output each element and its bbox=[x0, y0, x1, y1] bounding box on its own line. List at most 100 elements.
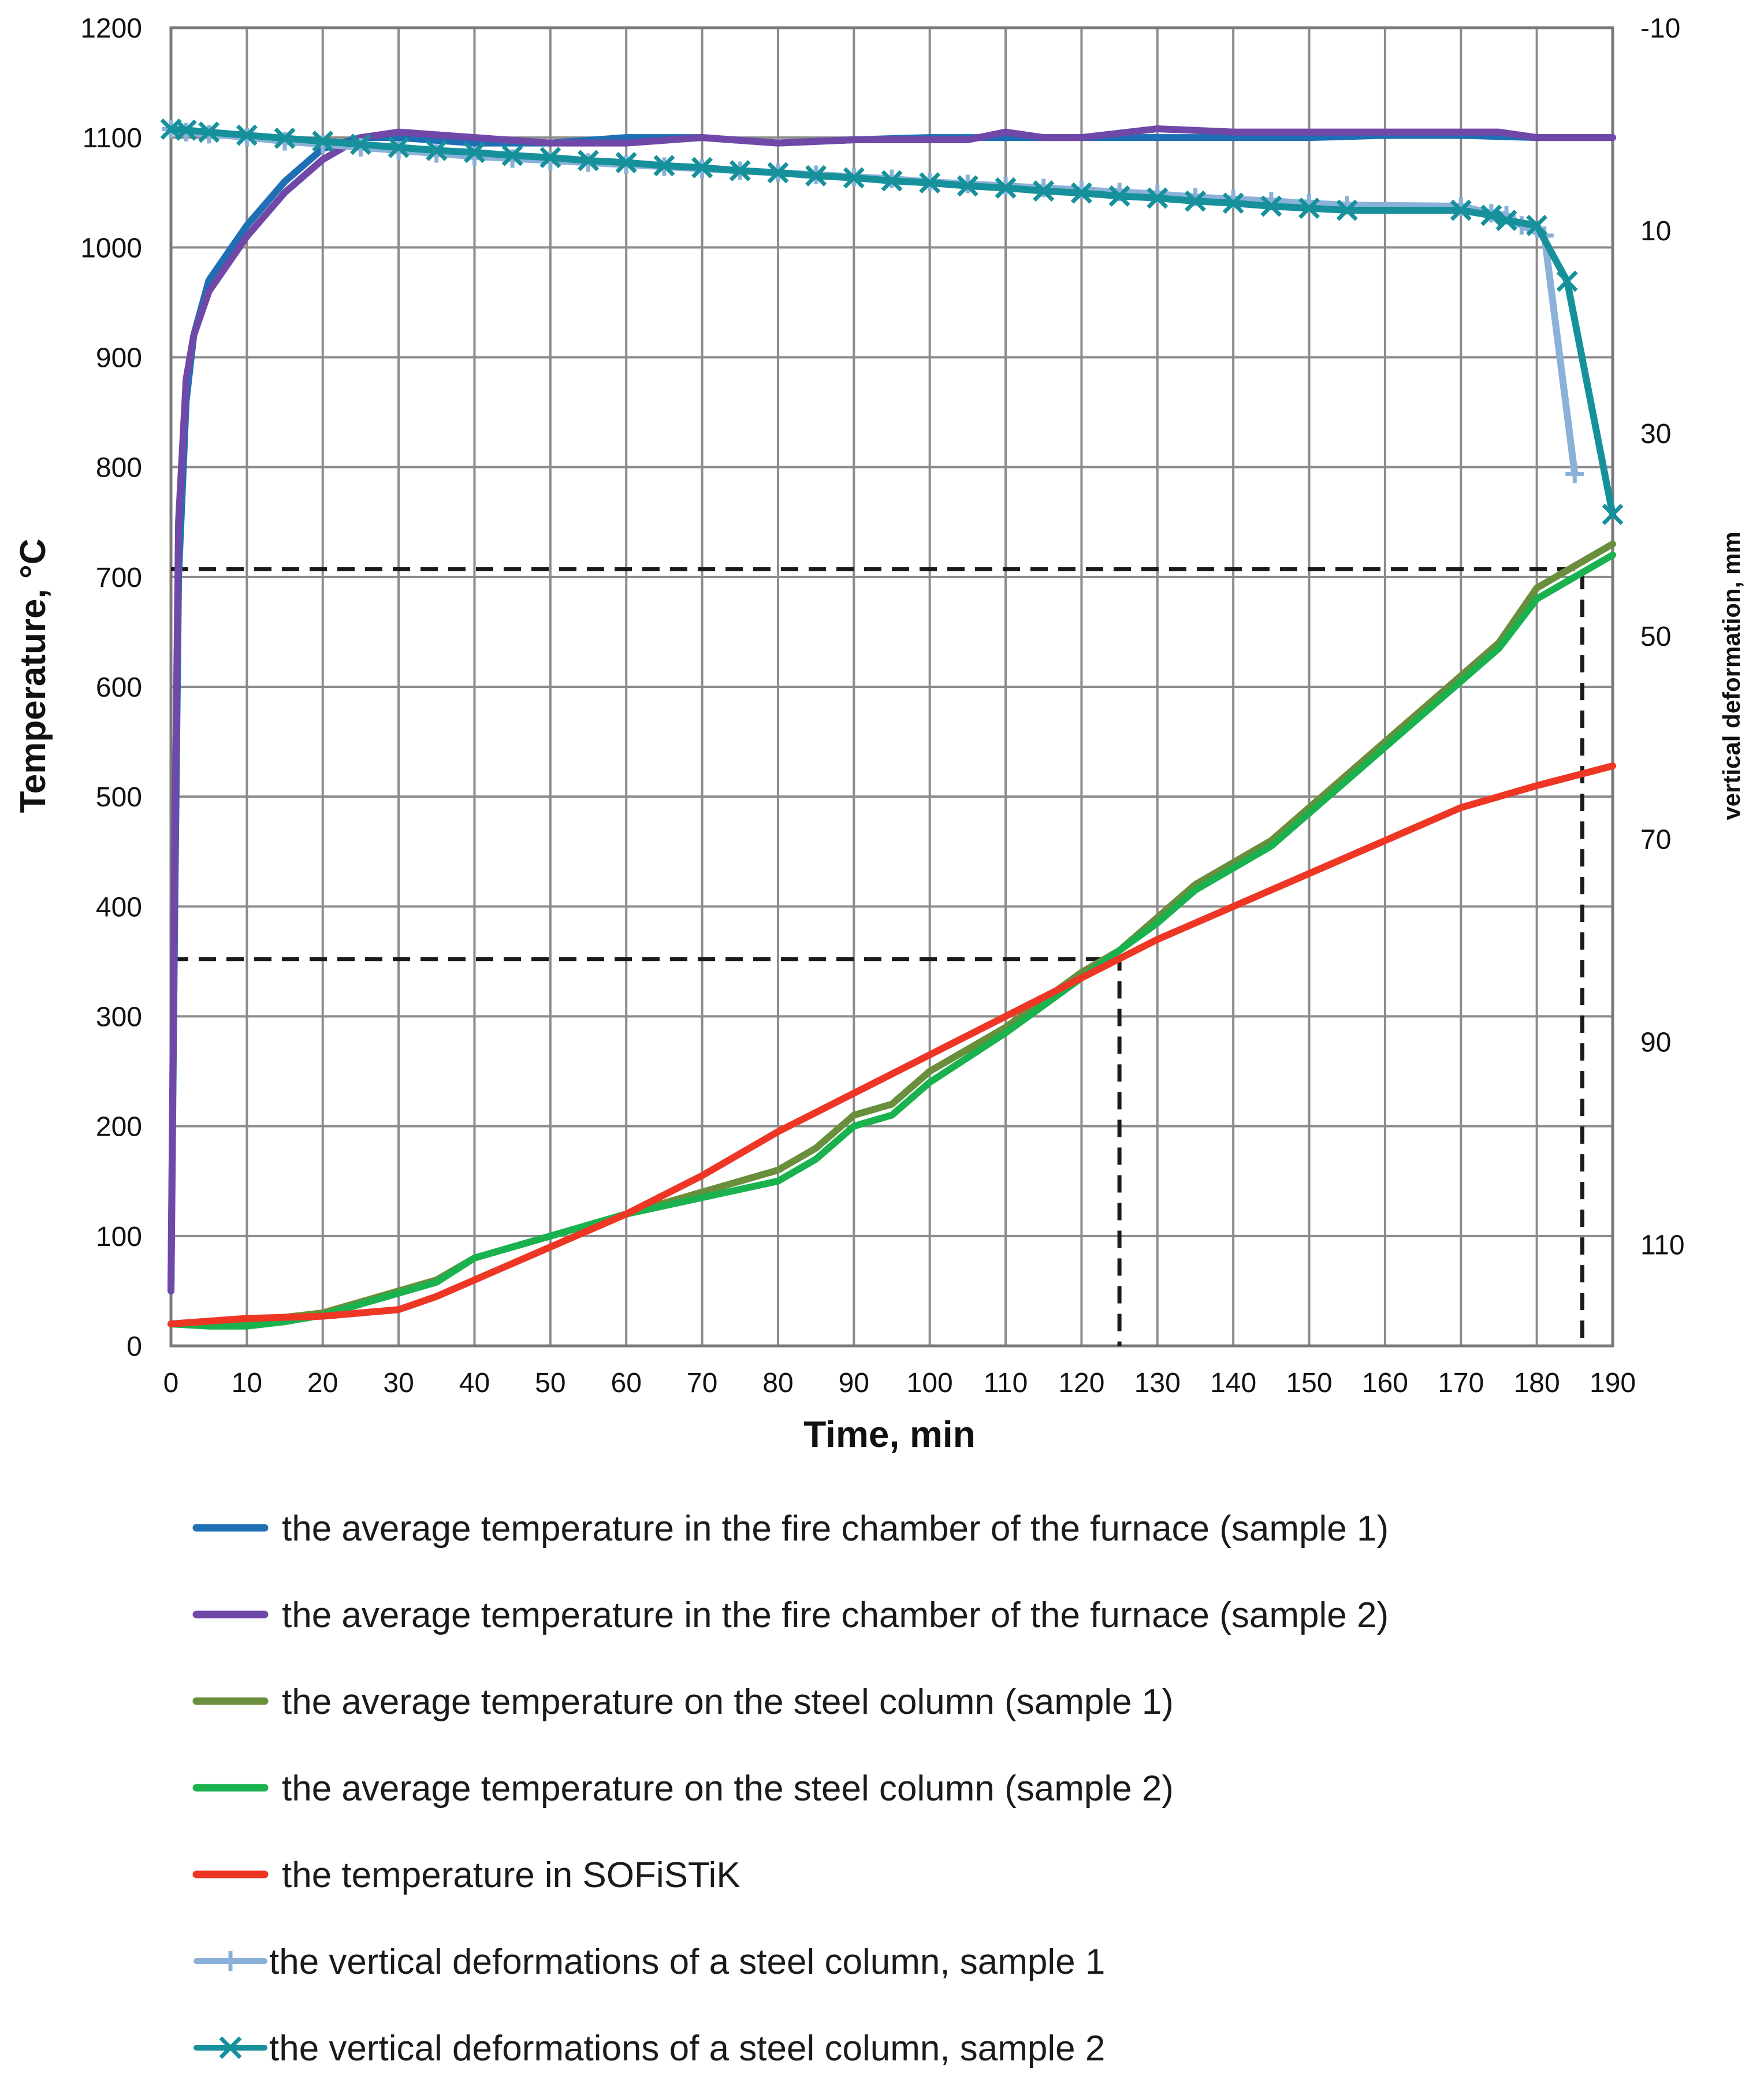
data-point-plus-marker bbox=[221, 1951, 240, 1971]
y2-tick-label: 10 bbox=[1640, 216, 1671, 247]
data-point-x-marker bbox=[957, 175, 978, 197]
x-tick-label: 180 bbox=[1514, 1368, 1560, 1398]
x-tick-label: 120 bbox=[1058, 1368, 1104, 1398]
data-point-x-marker bbox=[1336, 199, 1358, 221]
legend-label: the average temperature on the steel col… bbox=[282, 1682, 1174, 1722]
x-tick-label: 30 bbox=[383, 1368, 414, 1398]
x-tick-label: 150 bbox=[1286, 1368, 1332, 1398]
x-tick-label: 50 bbox=[535, 1368, 565, 1398]
y-tick-label: 900 bbox=[96, 343, 142, 374]
data-point-x-marker bbox=[1298, 197, 1320, 219]
data-point-x-marker bbox=[578, 150, 600, 172]
data-point-x-marker bbox=[805, 165, 827, 187]
data-point-x-marker bbox=[1450, 199, 1472, 221]
x-tick-label: 20 bbox=[307, 1368, 338, 1398]
y-tick-label: 800 bbox=[96, 453, 142, 483]
data-point-x-marker bbox=[1495, 210, 1517, 231]
data-point-x-marker bbox=[312, 131, 334, 152]
x-axis-title: Time, min bbox=[803, 1413, 976, 1455]
y-tick-label: 0 bbox=[126, 1331, 142, 1362]
x-tick-label: 90 bbox=[839, 1368, 869, 1398]
y-tick-label: 500 bbox=[96, 782, 142, 813]
x-tick-label: 70 bbox=[687, 1368, 717, 1398]
data-point-x-marker bbox=[767, 162, 789, 184]
data-point-x-marker bbox=[881, 170, 903, 192]
data-point-x-marker bbox=[175, 119, 197, 141]
y2-tick-label: -10 bbox=[1640, 13, 1680, 44]
y-axis-title: Temperature, °C bbox=[13, 539, 53, 813]
legend-label: the vertical deformations of a steel col… bbox=[269, 2029, 1105, 2068]
data-point-x-marker bbox=[236, 124, 258, 146]
y-tick-label: 600 bbox=[96, 672, 142, 703]
y-tick-label: 1000 bbox=[80, 233, 142, 263]
y-tick-label: 1200 bbox=[80, 13, 142, 44]
x-tick-label: 190 bbox=[1590, 1368, 1636, 1398]
legend-label: the vertical deformations of a steel col… bbox=[269, 1942, 1105, 1982]
grid bbox=[169, 26, 1614, 1348]
x-tick-label: 10 bbox=[232, 1368, 262, 1398]
data-point-x-marker bbox=[1602, 504, 1624, 526]
y2-tick-label: 90 bbox=[1640, 1027, 1671, 1058]
y-tick-label: 300 bbox=[96, 1002, 142, 1033]
x-tick-label: 110 bbox=[984, 1368, 1028, 1398]
data-point-x-marker bbox=[919, 172, 941, 194]
x-tick-label: 160 bbox=[1362, 1368, 1408, 1398]
legend-label: the temperature in SOFiSTiK bbox=[282, 1855, 740, 1895]
data-point-x-marker bbox=[1033, 180, 1055, 202]
y2-tick-label: 70 bbox=[1640, 824, 1671, 855]
data-point-x-marker bbox=[539, 147, 561, 169]
data-point-x-marker bbox=[388, 136, 410, 158]
data-point-x-marker bbox=[274, 127, 296, 149]
x-tick-label: 0 bbox=[163, 1368, 179, 1398]
x-tick-label: 170 bbox=[1438, 1368, 1484, 1398]
x-tick-label: 40 bbox=[459, 1368, 490, 1398]
legend-label: the average temperature in the fire cham… bbox=[282, 1595, 1389, 1635]
x-tick-label: 60 bbox=[611, 1368, 642, 1398]
y2-tick-label: 110 bbox=[1640, 1230, 1685, 1260]
data-point-x-marker bbox=[1147, 187, 1168, 209]
data-point-x-marker bbox=[1480, 204, 1502, 226]
data-point-x-marker bbox=[219, 2036, 242, 2059]
dashed-guide-line bbox=[171, 567, 1584, 1346]
y-tick-label: 700 bbox=[96, 563, 142, 593]
series-line-5 bbox=[168, 762, 1616, 1327]
plot-area-frame bbox=[169, 26, 1614, 1348]
data-point-x-marker bbox=[1260, 195, 1282, 217]
data-point-x-marker bbox=[1184, 190, 1206, 212]
x-tick-label: 80 bbox=[762, 1368, 793, 1398]
data-point-plus-marker bbox=[1565, 464, 1584, 483]
y-tick-label: 100 bbox=[96, 1222, 142, 1252]
data-point-x-marker bbox=[1556, 270, 1578, 292]
x-tick-label: 140 bbox=[1210, 1368, 1256, 1398]
series-line-2 bbox=[168, 125, 1616, 1294]
y2-tick-label: 30 bbox=[1640, 419, 1671, 449]
series-lines bbox=[160, 118, 1624, 1330]
data-point-x-marker bbox=[501, 144, 523, 166]
y-tick-label: 200 bbox=[96, 1112, 142, 1143]
y-tick-label: 1100 bbox=[83, 123, 142, 154]
tick-labels: 0 10 20 30 40 50 60 70 80 90 100 110 120 130 140 150 160… bbox=[80, 13, 1684, 1398]
data-point-x-marker bbox=[691, 157, 713, 178]
data-point-x-marker bbox=[843, 167, 865, 189]
data-point-x-marker bbox=[198, 121, 220, 143]
data-point-x-marker bbox=[1222, 192, 1244, 214]
data-point-x-marker bbox=[995, 177, 1017, 199]
data-point-x-marker bbox=[653, 155, 675, 177]
x-tick-label: 100 bbox=[907, 1368, 953, 1398]
legend: the average temperature in the fire cham… bbox=[192, 1509, 1389, 2068]
legend-label: the average temperature on the steel col… bbox=[282, 1769, 1174, 1809]
y-tick-label: 400 bbox=[96, 892, 142, 922]
x-tick-label: 130 bbox=[1134, 1368, 1181, 1398]
series-line-4 bbox=[168, 551, 1616, 1330]
legend-label: the average temperature in the fire cham… bbox=[282, 1509, 1389, 1549]
data-point-x-marker bbox=[1526, 214, 1548, 236]
y2-tick-label: 50 bbox=[1640, 622, 1671, 652]
data-point-x-marker bbox=[463, 142, 485, 163]
data-point-x-marker bbox=[1070, 182, 1092, 204]
data-point-x-marker bbox=[349, 133, 371, 155]
data-point-x-marker bbox=[615, 151, 637, 173]
data-point-x-marker bbox=[729, 160, 751, 181]
data-point-x-marker bbox=[426, 139, 448, 161]
